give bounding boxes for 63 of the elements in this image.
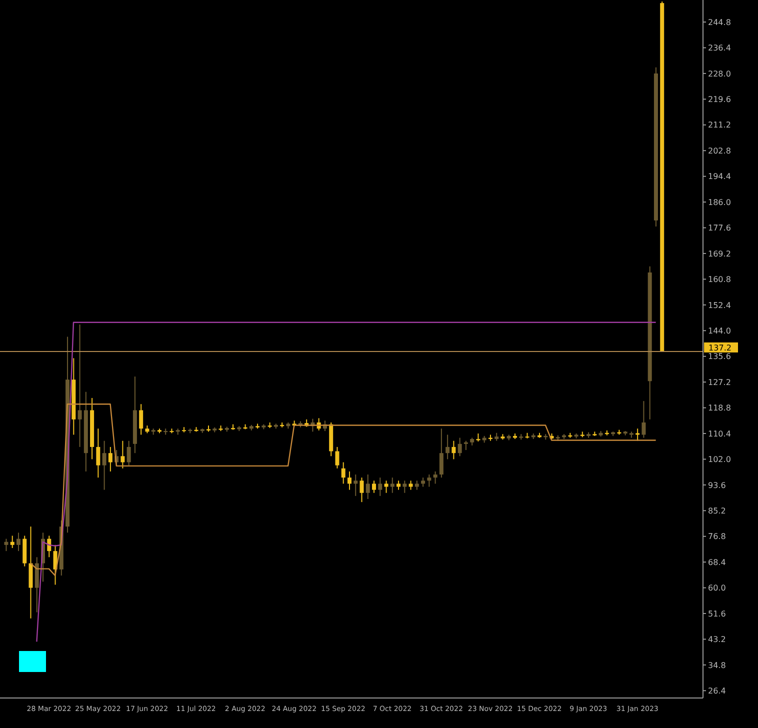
y-tick-label: 85.2 (708, 506, 726, 516)
candlestick (139, 404, 144, 436)
y-tick-label: 177.6 (708, 224, 731, 233)
y-tick-label: 102.0 (708, 455, 731, 464)
candlestick (341, 462, 346, 484)
y-tick-label: 60.0 (708, 584, 726, 593)
candlestick (366, 474, 370, 500)
candlestick (458, 437, 462, 457)
line-series (36, 322, 656, 642)
candlestick (384, 480, 388, 494)
y-tick-label: 186.0 (708, 198, 731, 207)
y-tick-label: 43.2 (708, 635, 726, 644)
y-tick-label: 211.2 (708, 120, 731, 130)
candlestick (126, 440, 131, 466)
candlestick (10, 535, 14, 548)
y-tick-label: 236.4 (708, 44, 731, 53)
y-tick-label: 26.4 (708, 686, 726, 696)
y-tick-label: 110.4 (708, 429, 731, 438)
y-tick-label: 144.0 (708, 326, 731, 336)
y-tick-label: 202.8 (708, 146, 731, 156)
candlestick (120, 440, 125, 469)
candlestick (396, 480, 401, 490)
candlestick (642, 400, 646, 438)
candlestick (636, 428, 640, 442)
candlestick (414, 480, 419, 490)
candlestick (347, 470, 352, 490)
candlestick (372, 480, 376, 494)
candlestick (439, 428, 444, 478)
candlestick (421, 477, 426, 488)
y-tick-label: 152.4 (708, 300, 731, 310)
y-tick-label: 127.2 (708, 378, 731, 387)
candlestick (108, 446, 112, 472)
y-tick-label: 169.2 (708, 249, 731, 258)
y-tick-label: 244.8 (708, 18, 731, 27)
y-tick-label: 68.4 (708, 558, 726, 567)
candlestick (102, 440, 106, 490)
candlestick (427, 474, 432, 488)
candlestick (96, 428, 100, 478)
candlestick (446, 434, 450, 460)
ref-line-label: 137.2 (708, 343, 732, 352)
candlestick (354, 474, 358, 496)
candlestick (402, 480, 407, 494)
y-tick-label: 51.6 (708, 609, 726, 618)
y-tick-label: 160.8 (708, 275, 731, 284)
y-tick-label: 118.8 (708, 404, 731, 413)
candlestick (464, 440, 468, 451)
candlestick (433, 470, 438, 484)
candlestick (378, 477, 382, 496)
candlestick (78, 324, 82, 448)
y-tick-label: 194.4 (708, 172, 731, 182)
candlestick (4, 538, 8, 552)
y-tick-label: 135.6 (708, 352, 731, 362)
y-tick-label: 219.6 (708, 95, 731, 104)
candlestick (360, 477, 364, 503)
candlestick (335, 446, 340, 469)
y-tick-label: 76.8 (708, 532, 726, 542)
candlestick (408, 480, 413, 490)
candlestick (390, 477, 394, 494)
y-tick-label: 34.8 (708, 660, 726, 670)
y-tick-label: 228.0 (708, 69, 731, 78)
candlestick (16, 532, 20, 552)
y-tick-label: 93.6 (708, 480, 726, 490)
candlestick (452, 440, 456, 460)
